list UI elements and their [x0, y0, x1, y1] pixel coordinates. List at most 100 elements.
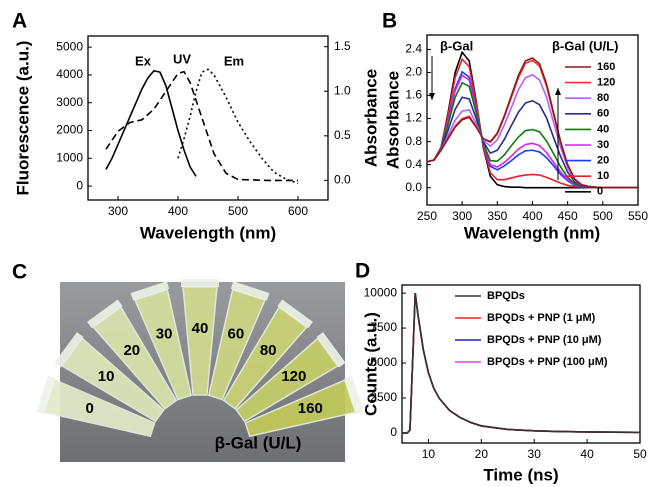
y2-tick-label: 1.5 — [334, 39, 351, 53]
arrow-head — [555, 88, 561, 95]
tube-label: 40 — [192, 320, 209, 337]
series-label: UV — [173, 51, 191, 66]
photo-caption: β-Gal (U/L) — [215, 433, 302, 452]
x-axis-title: Wavelength (nm) — [464, 223, 600, 242]
x-tick-label: 500 — [593, 209, 613, 223]
y-axis-title: Fluorescence (a.u.) — [13, 41, 32, 196]
tube — [92, 306, 178, 410]
plot-frame — [87, 35, 329, 201]
series-label: Ex — [135, 53, 152, 68]
data-line — [177, 68, 299, 185]
y-tick-label: 2500 — [370, 390, 397, 404]
tube — [222, 306, 308, 410]
legend-label: 60 — [597, 108, 609, 120]
y-tick-label: 1.6 — [405, 88, 422, 102]
tube-label: 20 — [123, 342, 140, 359]
x-tick-label: 300 — [108, 204, 128, 218]
y-tick-label: 2.4 — [405, 42, 422, 56]
y-tick-label: 10000 — [364, 285, 398, 299]
y-tick-label: 0.4 — [405, 157, 422, 171]
y-tick-label: 1.2 — [405, 111, 422, 125]
y-tick-label: 0 — [390, 425, 397, 439]
x-tick-label: 600 — [288, 204, 308, 218]
legend-label: BPQDs + PNP (10 μM) — [487, 334, 602, 346]
panel-letter: C — [12, 261, 27, 284]
x-tick-label: 30 — [528, 447, 542, 461]
tube-cap — [344, 375, 364, 415]
x-tick-label: 250 — [417, 209, 437, 223]
tube-cap — [36, 375, 56, 415]
legend-label: 30 — [597, 139, 609, 151]
y-tick-label: 0 — [76, 178, 83, 192]
tube — [244, 378, 357, 438]
y-axis-title: Absorbance — [383, 71, 402, 169]
y2-tick-label: 0.5 — [334, 128, 351, 142]
x-axis-title: Wavelength (nm) — [140, 223, 276, 242]
x-tick-label: 400 — [168, 204, 188, 218]
tube-label: 120 — [281, 368, 306, 385]
y-tick-label: 4000 — [56, 67, 83, 81]
annotation: β-Gal — [440, 38, 473, 53]
tube-label: 10 — [98, 368, 115, 385]
arrow-head — [429, 93, 435, 100]
x-tick-label: 50 — [633, 447, 647, 461]
y2-tick-label: 0.0 — [334, 173, 351, 187]
tube-cap — [130, 281, 170, 301]
tubes — [36, 279, 364, 438]
legend-label: 160 — [597, 61, 615, 73]
legend-label: 40 — [597, 123, 609, 135]
tube — [235, 337, 339, 423]
x-tick-label: 20 — [475, 447, 489, 461]
y-tick-label: 1000 — [56, 150, 83, 164]
data-line — [105, 70, 298, 182]
y-tick-label: 5000 — [56, 39, 83, 53]
tube-cap — [277, 299, 313, 329]
x-tick-label: 550 — [628, 209, 648, 223]
tube — [61, 337, 165, 423]
y2-axis-title: Absorbance — [361, 69, 380, 167]
x-tick-label: 300 — [452, 209, 472, 223]
legend-title: β-Gal (U/L) — [552, 38, 618, 53]
x-tick-label: 350 — [487, 209, 507, 223]
y-tick-label: 3000 — [56, 95, 83, 109]
tube-cap — [87, 299, 123, 329]
tube-cap — [316, 332, 346, 368]
tube-label: 80 — [260, 342, 277, 359]
data-line — [402, 293, 641, 434]
tube-label: 0 — [86, 400, 94, 417]
panel-letter: A — [12, 10, 27, 33]
tube-label: 160 — [298, 400, 323, 417]
legend-label: BPQDs — [487, 290, 525, 302]
y-tick-label: 0.8 — [405, 134, 422, 148]
y-tick-label: 2.0 — [405, 65, 422, 79]
x-tick-label: 10 — [422, 447, 436, 461]
legend-label: 120 — [597, 77, 615, 89]
legend-label: 0 — [597, 186, 603, 198]
legend-label: BPQDs + PNP (1 μM) — [487, 312, 596, 324]
legend-label: 20 — [597, 155, 609, 167]
tube-label: 60 — [228, 326, 245, 343]
x-tick-label: 450 — [558, 209, 578, 223]
y-tick-label: 0.0 — [405, 180, 422, 194]
legend-label: 80 — [597, 92, 609, 104]
y-tick-label: 7500 — [370, 320, 397, 334]
tube-cap — [181, 279, 219, 287]
x-tick-label: 500 — [228, 204, 248, 218]
legend-label: BPQDs + PNP (100 μM) — [487, 356, 608, 368]
y-axis-title: Counts (a.u.) — [361, 312, 380, 416]
legend-label: 10 — [597, 170, 609, 182]
data-line — [426, 81, 638, 189]
panel-letter: B — [382, 10, 397, 33]
series-label: Em — [224, 53, 244, 68]
y-tick-label: 5000 — [370, 355, 397, 369]
plot-frame — [401, 284, 641, 444]
x-axis-title: Time (ns) — [483, 465, 558, 484]
tube-cap — [54, 332, 84, 368]
data-line — [105, 69, 197, 177]
tube-cap — [230, 281, 270, 301]
panel-letter: D — [355, 260, 370, 283]
y-tick-label: 2000 — [56, 123, 83, 137]
y2-tick-label: 1.0 — [334, 83, 351, 97]
